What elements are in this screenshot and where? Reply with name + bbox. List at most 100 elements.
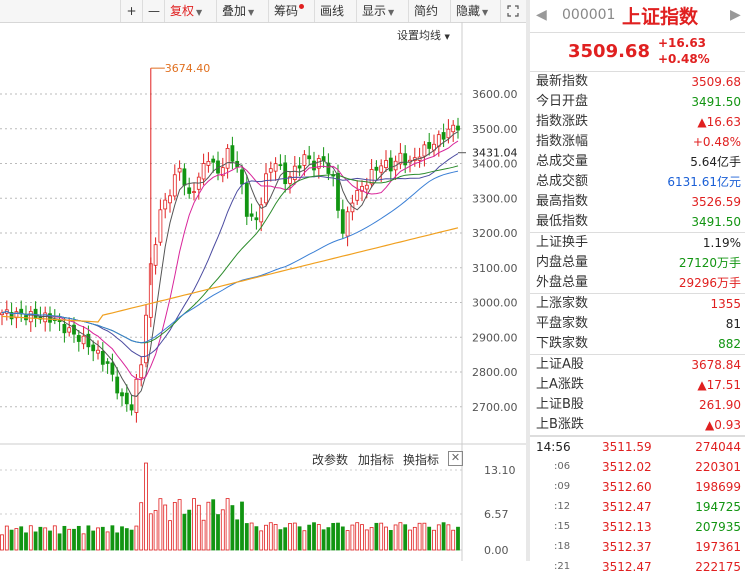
stat-label: 平盘家数: [536, 316, 589, 331]
stat-value: ▲0.93: [705, 418, 741, 432]
zoom-in-button[interactable]: +: [120, 0, 142, 22]
volume-bar: [350, 524, 355, 551]
volume-bar: [336, 522, 340, 551]
display-label: 显示: [362, 4, 387, 18]
candle-body: [187, 187, 192, 194]
price-tick-label: 3000.00: [472, 297, 518, 310]
candle-body: [336, 173, 340, 211]
panel-divider[interactable]: [526, 0, 530, 561]
volume-bar: [408, 529, 412, 551]
fullscreen-button[interactable]: [500, 0, 524, 22]
candle-body: [288, 176, 292, 184]
zoom-out-button[interactable]: —: [142, 0, 164, 22]
switch-indicator-button[interactable]: 换指标: [403, 453, 440, 467]
candle-body: [364, 184, 369, 190]
volume-bar: [86, 525, 91, 551]
price-tick-label: 3600.00: [472, 88, 518, 101]
candle-body: [81, 335, 86, 345]
stat-label: 上B涨跌: [536, 417, 584, 432]
chevron-down-icon: ▼: [444, 33, 450, 41]
overlay-label: 叠加: [222, 4, 247, 18]
stat-row: 内盘总量 27120万手: [530, 253, 745, 273]
volume-bar: [441, 522, 446, 551]
candle-body: [192, 191, 196, 194]
volume-bar: [14, 528, 19, 551]
change-block: +16.63 +0.48%: [658, 35, 710, 67]
stat-row: 上B涨跌 ▲0.93: [530, 415, 745, 435]
price-summary: 3509.68 +16.63 +0.48%: [530, 33, 745, 72]
add-indicator-button[interactable]: 加指标: [358, 453, 395, 467]
volume-bar: [436, 524, 441, 551]
volume-bar: [369, 527, 374, 551]
next-arrow-icon[interactable]: ▶: [730, 7, 741, 23]
volume-bar: [268, 522, 273, 551]
ma20-line: [1, 153, 459, 358]
prev-arrow-icon[interactable]: ◀: [536, 7, 547, 23]
candle-body: [211, 158, 216, 163]
volume-bar: [273, 524, 278, 551]
draw-line-button[interactable]: 画线: [314, 0, 356, 22]
candle-body: [340, 209, 345, 234]
volume-bar: [288, 523, 292, 551]
stat-row: 指数涨幅 +0.48%: [530, 132, 745, 152]
volume-bar: [393, 524, 398, 551]
candle-body: [201, 163, 206, 180]
price-tick-label: 2700.00: [472, 401, 518, 414]
current-price: 3509.68: [568, 41, 650, 62]
volume-bar: [134, 525, 139, 551]
volume-bar: [182, 513, 187, 551]
chips-button[interactable]: 筹码: [268, 0, 314, 22]
tick-row: :15 3512.13 207935: [530, 517, 745, 537]
tick-volume: 194725: [695, 500, 741, 514]
price-tick-label: 2900.00: [472, 331, 518, 344]
volume-bar: [4, 525, 9, 551]
stat-row: 今日开盘 3491.50: [530, 92, 745, 112]
tick-time: :12: [554, 501, 571, 512]
candle-body: [374, 166, 379, 171]
display-button[interactable]: 显示 ▼: [356, 0, 408, 22]
candle-body: [33, 308, 38, 319]
simple-mode-button[interactable]: 简约: [408, 0, 450, 22]
chevron-down-icon: ▼: [482, 8, 489, 17]
tick-price: 3512.47: [602, 560, 652, 574]
volume-tick-label: 6.57: [484, 508, 509, 521]
stock-code: 000001: [562, 7, 616, 23]
stat-label: 最低指数: [536, 214, 589, 229]
kline-chart[interactable]: 3600.00 3500.00 3400.00 3300.00 3200.00 3100.…: [0, 22, 526, 561]
stat-row: 总成交额 6131.61亿元: [530, 172, 745, 192]
volume-bar: [422, 522, 427, 551]
stat-row: 最低指数 3491.50: [530, 212, 745, 232]
ma60-line: [1, 170, 459, 344]
candle-body: [72, 324, 76, 335]
close-indicator-button[interactable]: ✕: [448, 451, 463, 466]
fuquan-button[interactable]: 复权 ▼: [164, 0, 216, 22]
candle-body: [86, 333, 91, 348]
fullscreen-icon: [506, 5, 519, 17]
tick-row: :09 3512.60 198699: [530, 477, 745, 497]
volume-bar: [249, 522, 254, 551]
volume-bar: [345, 530, 350, 551]
current-price-label: 3431.04: [472, 147, 518, 160]
candle-body: [273, 163, 278, 172]
volume-bar: [312, 522, 316, 551]
candle-body: [124, 392, 129, 405]
ma-setting-button[interactable]: 设置均线 ▼: [397, 27, 450, 43]
stat-value: 1355: [710, 297, 741, 311]
tick-row: :18 3512.37 197361: [530, 537, 745, 557]
stat-row: 平盘家数 81: [530, 314, 745, 334]
stat-value: 1.19%: [702, 236, 741, 250]
candle-body: [158, 209, 163, 243]
hide-button[interactable]: 隐藏 ▼: [450, 0, 500, 22]
candle-body: [398, 152, 403, 165]
change-params-button[interactable]: 改参数: [312, 453, 349, 467]
tick-row: :12 3512.47 194725: [530, 497, 745, 517]
overlay-button[interactable]: 叠加 ▼: [216, 0, 268, 22]
volume-bar: [67, 528, 72, 551]
candle-body: [172, 174, 177, 197]
stat-value: +0.48%: [692, 135, 741, 149]
volume-bar: [163, 504, 168, 551]
tick-price: 3512.37: [602, 540, 652, 554]
stats-list: 最新指数 3509.68 今日开盘 3491.50 指数涨跌 ▲16.63 指数涨幅 +0.4…: [530, 72, 745, 577]
stat-value: 27120万手: [678, 256, 741, 270]
volume-bar: [230, 505, 235, 551]
